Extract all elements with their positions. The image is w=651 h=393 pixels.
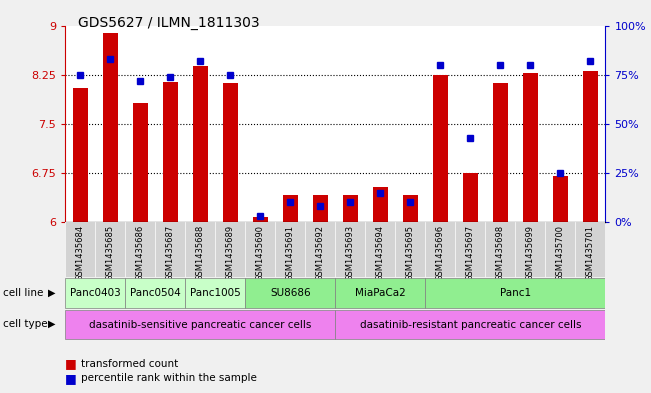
Text: GSM1435684: GSM1435684: [76, 225, 85, 281]
Text: GSM1435701: GSM1435701: [586, 225, 595, 281]
Text: GSM1435697: GSM1435697: [466, 225, 475, 281]
Bar: [245, 279, 335, 308]
Bar: [553, 176, 568, 222]
Bar: [373, 187, 388, 222]
Bar: [253, 217, 268, 222]
Text: Panc0403: Panc0403: [70, 288, 120, 298]
Text: GSM1435696: GSM1435696: [436, 225, 445, 281]
Bar: [163, 82, 178, 222]
Bar: [583, 72, 598, 222]
Text: ■: ■: [65, 357, 77, 370]
Bar: [335, 279, 425, 308]
Bar: [493, 83, 508, 222]
Bar: [343, 195, 358, 222]
Text: GSM1435691: GSM1435691: [286, 225, 295, 281]
Text: ▶: ▶: [48, 319, 55, 329]
Text: GSM1435692: GSM1435692: [316, 225, 325, 281]
Text: GSM1435689: GSM1435689: [226, 225, 235, 281]
Text: SU8686: SU8686: [270, 288, 311, 298]
Text: dasatinib-resistant pancreatic cancer cells: dasatinib-resistant pancreatic cancer ce…: [359, 320, 581, 330]
Bar: [463, 173, 478, 222]
Bar: [65, 279, 125, 308]
Text: dasatinib-sensitive pancreatic cancer cells: dasatinib-sensitive pancreatic cancer ce…: [89, 320, 311, 330]
Text: GDS5627 / ILMN_1811303: GDS5627 / ILMN_1811303: [78, 16, 260, 30]
Bar: [312, 195, 327, 222]
Bar: [403, 195, 418, 222]
Bar: [73, 88, 88, 222]
Text: GSM1435695: GSM1435695: [406, 225, 415, 281]
Text: GSM1435690: GSM1435690: [256, 225, 265, 281]
Bar: [283, 195, 298, 222]
Bar: [223, 83, 238, 222]
Text: GSM1435685: GSM1435685: [105, 225, 115, 281]
Text: Panc1005: Panc1005: [190, 288, 241, 298]
Text: cell type: cell type: [3, 319, 48, 329]
Bar: [125, 279, 185, 308]
Text: GSM1435687: GSM1435687: [165, 225, 174, 281]
Text: transformed count: transformed count: [81, 358, 178, 369]
Text: Panc1: Panc1: [500, 288, 531, 298]
Bar: [65, 310, 335, 339]
Bar: [185, 279, 245, 308]
Text: Panc0504: Panc0504: [130, 288, 180, 298]
Text: cell line: cell line: [3, 288, 44, 298]
Bar: [433, 75, 448, 222]
Text: GSM1435688: GSM1435688: [196, 225, 204, 281]
Text: ▶: ▶: [48, 288, 55, 298]
Bar: [133, 103, 148, 222]
Text: GSM1435694: GSM1435694: [376, 225, 385, 281]
Text: GSM1435699: GSM1435699: [526, 225, 535, 281]
Bar: [425, 279, 605, 308]
Bar: [103, 33, 118, 222]
Text: ■: ■: [65, 371, 77, 385]
Text: GSM1435686: GSM1435686: [135, 225, 145, 281]
Bar: [193, 66, 208, 222]
Text: percentile rank within the sample: percentile rank within the sample: [81, 373, 257, 383]
Bar: [523, 73, 538, 222]
Text: GSM1435700: GSM1435700: [556, 225, 565, 281]
Text: GSM1435693: GSM1435693: [346, 225, 355, 281]
Bar: [335, 310, 605, 339]
Text: MiaPaCa2: MiaPaCa2: [355, 288, 406, 298]
Text: GSM1435698: GSM1435698: [496, 225, 505, 281]
